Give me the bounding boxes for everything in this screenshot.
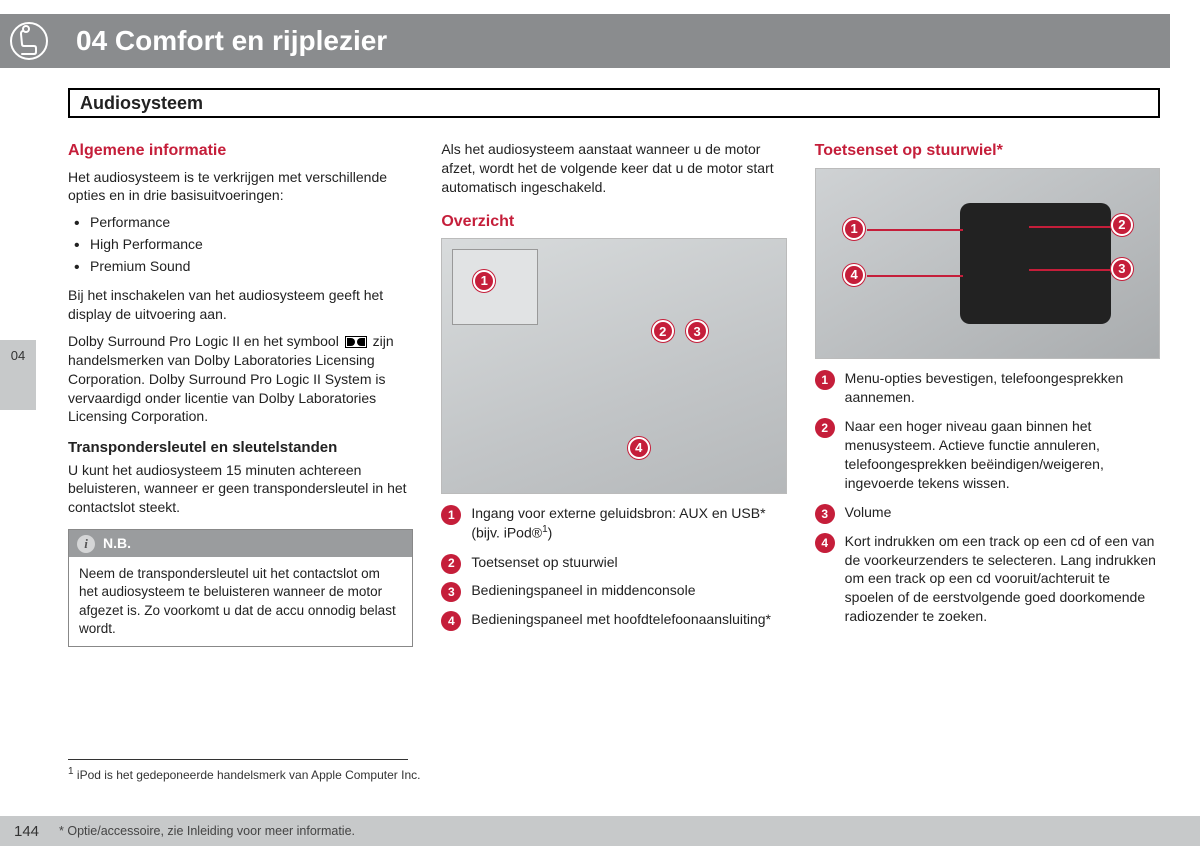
heading-overview: Overzicht bbox=[441, 211, 786, 233]
legend-text: Naar een hoger niveau gaan binnen het me… bbox=[845, 418, 1104, 491]
heading-general-info: Algemene informatie bbox=[68, 140, 413, 162]
side-tab: 04 bbox=[0, 340, 36, 410]
body-text: Bij het inschakelen van het audiosysteem… bbox=[68, 286, 413, 324]
list-item: Performance bbox=[68, 213, 413, 232]
legend-text: Bedieningspaneel met hoofdtelefoonaanslu… bbox=[471, 611, 771, 627]
info-icon: i bbox=[77, 535, 95, 553]
body-text: Als het audiosysteem aanstaat wanneer u … bbox=[441, 140, 786, 197]
overview-legend: 1 Ingang voor externe geluidsbron: AUX en… bbox=[441, 504, 786, 629]
figure-interior-overview: 1 23 4 bbox=[441, 238, 786, 494]
heading-steering-keys: Toetsenset op stuurwiel* bbox=[815, 140, 1160, 162]
note-label: N.B. bbox=[103, 534, 131, 553]
legend-badge: 2 bbox=[815, 418, 835, 438]
footnote: 1 iPod is het gedeponeerde handelsmerk v… bbox=[68, 766, 420, 782]
figure-steering-controls: 1 2 3 4 bbox=[815, 168, 1160, 360]
text-frag: Dolby Surround Pro Logic II en het symbo… bbox=[68, 333, 343, 349]
footer-note: * Optie/accessoire, zie Inleiding voor m… bbox=[59, 824, 355, 838]
legend-badge: 4 bbox=[815, 533, 835, 553]
note-body: Neem de transpondersleutel uit het conta… bbox=[69, 557, 412, 646]
legend-badge: 1 bbox=[815, 370, 835, 390]
legend-item: 1 Ingang voor externe geluidsbron: AUX en… bbox=[441, 504, 786, 542]
legend-text: ) bbox=[548, 525, 553, 541]
content-area: Algemene informatie Het audiosysteem is … bbox=[68, 140, 1160, 776]
variants-list: Performance High Performance Premium Sou… bbox=[68, 213, 413, 276]
callout-line bbox=[1029, 269, 1118, 271]
body-text: Het audiosysteem is te verkrijgen met ve… bbox=[68, 168, 413, 206]
footnote-text: iPod is het gedeponeerde handelsmerk van… bbox=[74, 768, 421, 782]
callout-marker: 2 bbox=[652, 320, 674, 342]
footnote-rule bbox=[68, 759, 408, 760]
page-footer: 144 * Optie/accessoire, zie Inleiding vo… bbox=[0, 816, 1200, 846]
callout-line bbox=[1029, 226, 1118, 228]
list-item: Premium Sound bbox=[68, 257, 413, 276]
callout-line bbox=[867, 229, 963, 231]
footer-note-text: Optie/accessoire, zie Inleiding voor mee… bbox=[64, 824, 355, 838]
legend-item: 4 Bedieningspaneel met hoofdtelefoonaansl… bbox=[441, 610, 786, 629]
section-title: Audiosysteem bbox=[80, 93, 203, 114]
legend-item: 4 Kort indrukken om een track op een cd o… bbox=[815, 532, 1160, 626]
body-text: U kunt het audiosysteem 15 minuten achte… bbox=[68, 461, 413, 518]
column-1: Algemene informatie Het audiosysteem is … bbox=[68, 140, 413, 776]
chapter-title: 04 Comfort en rijplezier bbox=[76, 25, 387, 57]
steering-legend: 1 Menu-opties bevestigen, telefoongesprek… bbox=[815, 369, 1160, 626]
note-header: i N.B. bbox=[69, 530, 412, 557]
column-3: Toetsenset op stuurwiel* 1 2 3 4 1 Menu-opti… bbox=[815, 140, 1160, 776]
callout-marker: 2 bbox=[1111, 214, 1133, 236]
legend-item: 2 Naar een hoger niveau gaan binnen het m… bbox=[815, 417, 1160, 493]
legend-text: Toetsenset op stuurwiel bbox=[471, 554, 617, 570]
column-2: Als het audiosysteem aanstaat wanneer u … bbox=[441, 140, 786, 776]
legend-badge: 1 bbox=[441, 505, 461, 525]
page-number: 144 bbox=[14, 823, 39, 840]
figure-inset bbox=[452, 249, 538, 325]
callout-marker: 4 bbox=[628, 437, 650, 459]
legend-item: 1 Menu-opties bevestigen, telefoongesprek… bbox=[815, 369, 1160, 407]
list-item: High Performance bbox=[68, 235, 413, 254]
callout-marker: 1 bbox=[473, 270, 495, 292]
legend-badge: 3 bbox=[815, 504, 835, 524]
callout-marker: 4 bbox=[843, 264, 865, 286]
legend-badge: 4 bbox=[441, 611, 461, 631]
callout-marker: 3 bbox=[686, 320, 708, 342]
callout-marker: 1 bbox=[843, 218, 865, 240]
callout-line bbox=[867, 275, 963, 277]
legend-badge: 3 bbox=[441, 582, 461, 602]
legend-text: Bedieningspaneel in middenconsole bbox=[471, 582, 695, 598]
section-title-box: Audiosysteem bbox=[68, 88, 1160, 118]
callout-marker: 3 bbox=[1111, 258, 1133, 280]
legend-text: Volume bbox=[845, 504, 892, 520]
note-box: i N.B. Neem de transpondersleutel uit he… bbox=[68, 529, 413, 647]
body-text: Dolby Surround Pro Logic II en het symbo… bbox=[68, 332, 413, 426]
legend-item: 3 Bedieningspaneel in middenconsole bbox=[441, 581, 786, 600]
legend-text: Menu-opties bevestigen, telefoongesprekk… bbox=[845, 370, 1124, 405]
dolby-icon bbox=[345, 336, 367, 348]
heading-transponder: Transpondersleutel en sleutelstanden bbox=[68, 438, 413, 458]
legend-text: Ingang voor externe geluidsbron: AUX en … bbox=[471, 505, 765, 541]
control-pad-shape bbox=[960, 203, 1111, 325]
chapter-header-bar: 04 Comfort en rijplezier bbox=[0, 14, 1170, 68]
legend-badge: 2 bbox=[441, 554, 461, 574]
seat-icon bbox=[0, 14, 58, 68]
legend-text: Kort indrukken om een track op een cd of… bbox=[845, 533, 1156, 625]
legend-item: 3 Volume bbox=[815, 503, 1160, 522]
legend-item: 2 Toetsenset op stuurwiel bbox=[441, 553, 786, 572]
